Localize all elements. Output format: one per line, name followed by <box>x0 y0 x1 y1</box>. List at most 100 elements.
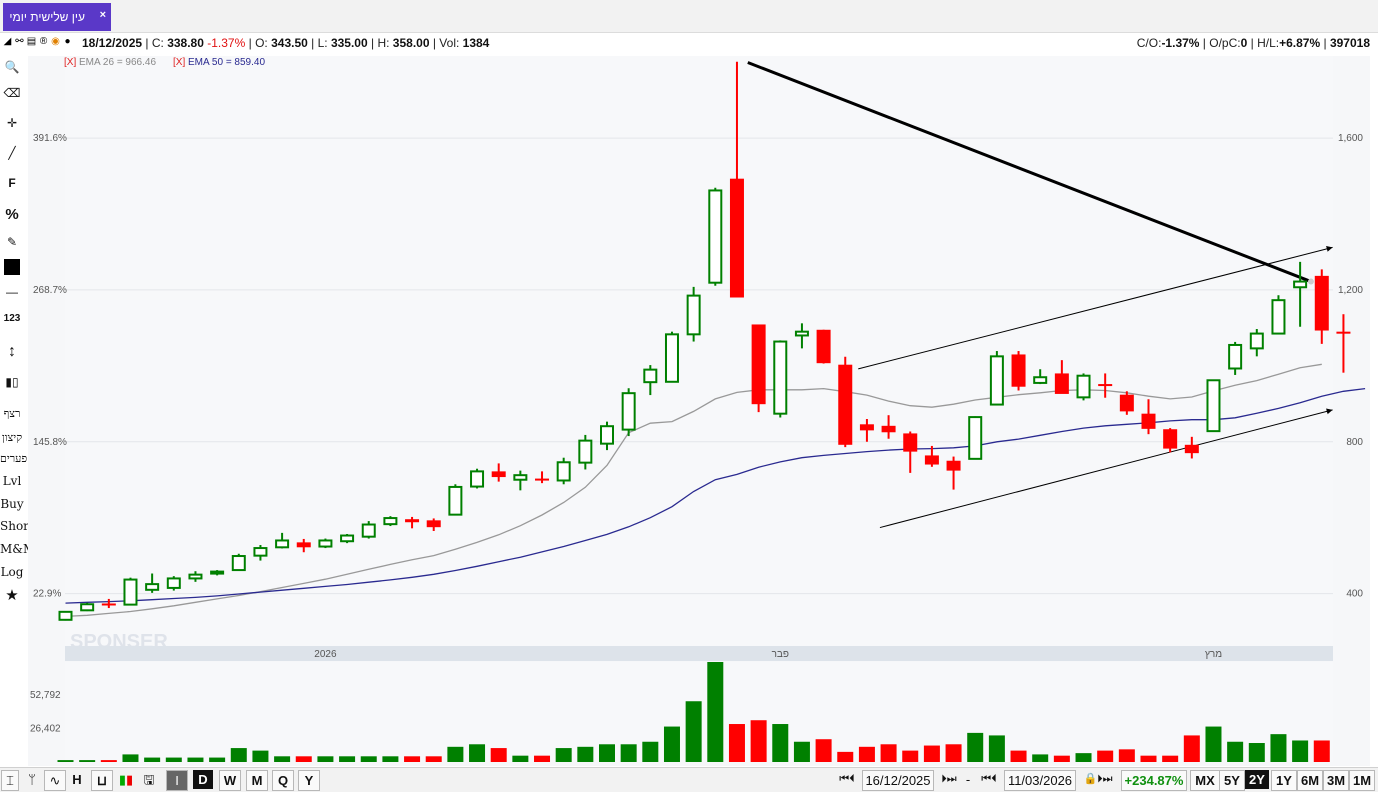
line-chart-icon[interactable]: ∿ <box>44 770 66 791</box>
buy-tool[interactable]: Buy <box>0 497 24 511</box>
high-value: 358.00 <box>392 36 430 50</box>
volume-bar <box>1140 755 1157 762</box>
measure-icon[interactable]: ↕ <box>8 343 16 360</box>
monthly-button[interactable]: M <box>246 770 268 791</box>
range-2y-button[interactable]: 2Y <box>1245 770 1269 789</box>
candle-chart-icon[interactable]: ᛘ <box>28 772 36 787</box>
volume-toggle-icon[interactable]: ▮▮ <box>118 772 134 787</box>
candle <box>275 532 290 549</box>
range-1m-button[interactable]: 1M <box>1349 770 1375 791</box>
eraser-icon[interactable]: ⌫ <box>3 86 21 100</box>
candle-body-up <box>773 340 788 415</box>
candle <box>296 538 311 553</box>
volume-bar <box>620 744 637 762</box>
chart-area[interactable]: 1,600 1,200 800 400 391.6% 268.7% 145.8% 22.9% [… <box>28 56 1370 766</box>
bar-date: 18/12/2025 <box>82 36 143 50</box>
candle <box>838 356 853 448</box>
log-tool[interactable]: Log <box>0 565 24 579</box>
short-tool[interactable]: Short <box>0 519 34 533</box>
range-6m-button[interactable]: 6M <box>1297 770 1323 791</box>
hlc-icon[interactable]: H <box>72 772 82 787</box>
extreme-tool[interactable]: קיצון <box>1 431 23 444</box>
volume-bar <box>837 751 854 762</box>
candle <box>686 286 701 342</box>
volume-bar <box>555 748 572 762</box>
volume-bar <box>57 760 74 762</box>
bar-chart-icon[interactable]: ⊔ <box>91 770 113 791</box>
candle-body-up <box>1293 280 1308 289</box>
search-icon[interactable]: 🔍 <box>4 60 20 74</box>
chart-tab[interactable]: עין שלישית יומי × <box>3 3 111 31</box>
ema50-label: EMA 50 = 859.40 <box>188 57 265 68</box>
yearly-button[interactable]: Y <box>298 770 320 791</box>
share-icon[interactable]: ⚯ <box>15 36 24 47</box>
range-5y-button[interactable]: 5Y <box>1219 770 1245 791</box>
weekly-button[interactable]: W <box>219 770 241 791</box>
numbers-tool[interactable]: 123 <box>3 313 21 324</box>
fibonacci-tool[interactable]: F <box>8 176 16 190</box>
info-icons: ◢ ⚯ ▤ ® ◉ ● <box>2 35 73 49</box>
x-tick-label: מרץ <box>1205 649 1222 660</box>
volume-bar <box>577 746 594 762</box>
gaps-tool[interactable]: פערים <box>0 452 28 465</box>
volume-bar <box>360 756 377 762</box>
candle-body-up <box>210 570 225 575</box>
ema26-legend: [X] EMA 26 = 966.46 <box>64 57 156 68</box>
from-date-nav-icon[interactable]: ⏮⏴ <box>839 773 855 785</box>
date-from[interactable]: 16/12/2025 <box>862 770 934 791</box>
tab-title: עין שלישית יומי <box>9 10 85 24</box>
volume-bar <box>1270 734 1287 762</box>
volume-bar <box>187 757 204 762</box>
cursor-icon[interactable]: ⌶ <box>1 770 19 791</box>
price-chart[interactable]: 1,600 1,200 800 400 391.6% 268.7% 145.8% 22.9% [… <box>28 56 1370 766</box>
candle-body-up <box>989 355 1004 406</box>
range-3m-button[interactable]: 3M <box>1323 770 1349 791</box>
volume-bar <box>339 756 356 762</box>
candle-body-up <box>58 610 73 621</box>
candle <box>1163 428 1178 453</box>
volume-tick-label: 26,402 <box>30 724 61 735</box>
candle <box>80 602 95 612</box>
candle-body-up <box>361 523 376 538</box>
candle <box>1336 314 1351 373</box>
comment-icon[interactable]: ● <box>64 36 71 47</box>
crosshair-icon[interactable]: ✛ <box>6 116 18 130</box>
lvl-tool[interactable]: Lvl <box>2 474 22 488</box>
candles-icon[interactable]: ▮▯ <box>5 375 19 389</box>
candle-body-down <box>838 364 853 445</box>
x-tick-label: פבר <box>772 649 789 660</box>
date-to[interactable]: 11/03/2026 <box>1004 770 1076 791</box>
x-tick-label: 2026 <box>314 649 337 660</box>
registered-icon[interactable]: ® <box>39 36 48 47</box>
y-tick-label-right: 800 <box>1346 437 1363 448</box>
to-date-nav-icon[interactable]: ⏮⏴ <box>981 773 997 785</box>
quarterly-button[interactable]: Q <box>272 770 294 791</box>
drawing-toolbar: 🔍 ⌫ ✛ ╱ F % ✎ — 123 ↕ ▮▯ רצף קיצון פערים… <box>0 56 36 766</box>
edit-icon[interactable]: ✎ <box>6 235 18 249</box>
close-icon[interactable]: × <box>99 9 106 21</box>
line-tool-icon[interactable]: ╱ <box>8 146 16 160</box>
alert-icon[interactable]: ◉ <box>51 36 60 47</box>
mm-tool[interactable]: M&M <box>0 542 36 556</box>
candle-body-up <box>708 189 723 284</box>
star-icon[interactable]: ★ <box>5 587 19 604</box>
candle-body-down <box>1141 413 1156 429</box>
percent-tool[interactable]: % <box>5 206 19 223</box>
save-icon[interactable]: 🖫 <box>143 772 155 787</box>
color-picker[interactable] <box>0 259 24 278</box>
daily-button[interactable]: D <box>193 770 213 789</box>
doc-icon[interactable]: ▤ <box>26 36 37 47</box>
volume-bar <box>923 745 940 762</box>
sequence-tool[interactable]: רצף <box>3 407 21 420</box>
from-date-next-icon[interactable]: ⏵⏭ <box>941 773 957 785</box>
chart-type-icon[interactable]: ◢ <box>3 36 12 47</box>
candle-body-up <box>318 539 333 548</box>
intraday-button[interactable]: I <box>166 770 188 791</box>
candle <box>881 415 896 439</box>
range-max-button[interactable]: MX <box>1190 770 1220 791</box>
range-1y-button[interactable]: 1Y <box>1271 770 1297 791</box>
line-style-tool[interactable]: — <box>6 285 18 299</box>
candle <box>989 351 1004 406</box>
candle <box>188 571 203 582</box>
to-date-next-icon[interactable]: 🔒⏵⏭ <box>1083 773 1113 785</box>
